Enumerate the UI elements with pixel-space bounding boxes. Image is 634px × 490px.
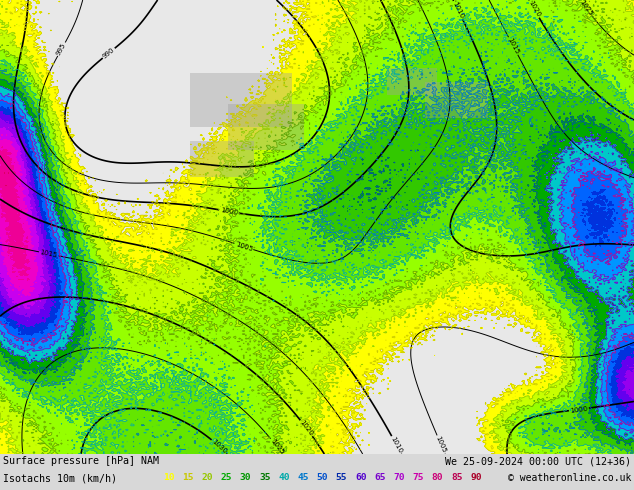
Text: 1015: 1015 [507, 37, 520, 55]
Text: © weatheronline.co.uk: © weatheronline.co.uk [508, 473, 631, 483]
Polygon shape [190, 73, 292, 127]
Text: 1005: 1005 [235, 241, 253, 252]
Text: 90: 90 [470, 473, 482, 482]
Text: 60: 60 [355, 473, 366, 482]
Text: 55: 55 [336, 473, 347, 482]
Text: 25: 25 [221, 473, 232, 482]
Text: Surface pressure [hPa] NAM: Surface pressure [hPa] NAM [3, 456, 159, 466]
Text: 40: 40 [278, 473, 290, 482]
Polygon shape [190, 141, 254, 177]
Polygon shape [228, 104, 304, 150]
Text: 1020: 1020 [299, 419, 314, 437]
Text: We 25-09-2024 00:00 UTC (12+36): We 25-09-2024 00:00 UTC (12+36) [445, 456, 631, 466]
Text: 15: 15 [182, 473, 194, 482]
Polygon shape [387, 68, 437, 96]
Text: 65: 65 [374, 473, 385, 482]
Text: 50: 50 [316, 473, 328, 482]
Text: 1000: 1000 [569, 405, 588, 414]
Text: 30: 30 [240, 473, 251, 482]
Text: 1000: 1000 [219, 207, 238, 216]
Text: 1025: 1025 [578, 0, 593, 17]
Text: 1010: 1010 [451, 0, 465, 19]
Text: 45: 45 [297, 473, 309, 482]
Text: 1015: 1015 [39, 249, 58, 259]
Text: 75: 75 [413, 473, 424, 482]
Text: 1020: 1020 [527, 0, 541, 18]
Text: 35: 35 [259, 473, 271, 482]
Text: 1030: 1030 [210, 438, 228, 455]
Text: 20: 20 [202, 473, 213, 482]
Text: 70: 70 [394, 473, 405, 482]
Text: 1005: 1005 [435, 435, 448, 454]
Polygon shape [425, 82, 488, 118]
Text: 995: 995 [56, 42, 67, 56]
Text: 80: 80 [432, 473, 443, 482]
Text: 85: 85 [451, 473, 462, 482]
Text: 1025: 1025 [269, 438, 285, 455]
Text: 990: 990 [101, 47, 116, 60]
Text: 10: 10 [163, 473, 174, 482]
Text: 1010: 1010 [389, 436, 403, 454]
Text: Isotachs 10m (km/h): Isotachs 10m (km/h) [3, 473, 117, 483]
